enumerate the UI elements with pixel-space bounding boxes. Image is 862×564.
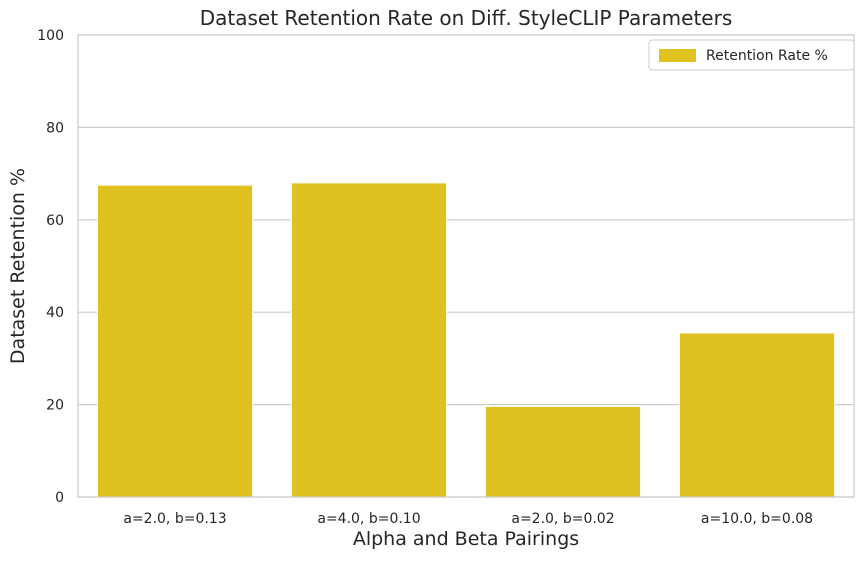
x-axis-label: Alpha and Beta Pairings: [353, 528, 579, 550]
legend-frame: [648, 39, 855, 71]
y-tick-label: 0: [55, 490, 64, 506]
legend-swatch: [659, 49, 696, 62]
legend-label: Retention Rate %: [706, 48, 828, 64]
y-tick-label: 60: [46, 213, 64, 229]
bar: [484, 405, 642, 498]
y-tick-label: 100: [37, 28, 64, 44]
bars: [96, 182, 836, 498]
y-tick-label: 20: [46, 398, 64, 414]
x-tick-label: a=2.0, b=0.02: [511, 511, 614, 527]
chart-title: Dataset Retention Rate on Diff. StyleCLI…: [200, 6, 733, 30]
x-tick-label: a=2.0, b=0.13: [123, 511, 226, 527]
y-tick-label: 80: [46, 120, 64, 136]
bar: [96, 184, 254, 498]
x-tick-label: a=4.0, b=0.10: [317, 511, 420, 527]
bar: [290, 182, 448, 498]
x-tick-labels: a=2.0, b=0.13 a=4.0, b=0.10 a=2.0, b=0.02 a…: [123, 511, 813, 527]
plot-frame: [77, 34, 855, 498]
bar: [678, 332, 836, 498]
y-axis-label: Dataset Retention %: [7, 168, 29, 364]
y-tick-labels: 0 20 40 60 80 100: [37, 28, 64, 506]
x-tick-label: a=10.0, b=0.08: [701, 511, 813, 527]
legend: Retention Rate %: [648, 39, 855, 71]
y-tick-label: 40: [46, 305, 64, 321]
